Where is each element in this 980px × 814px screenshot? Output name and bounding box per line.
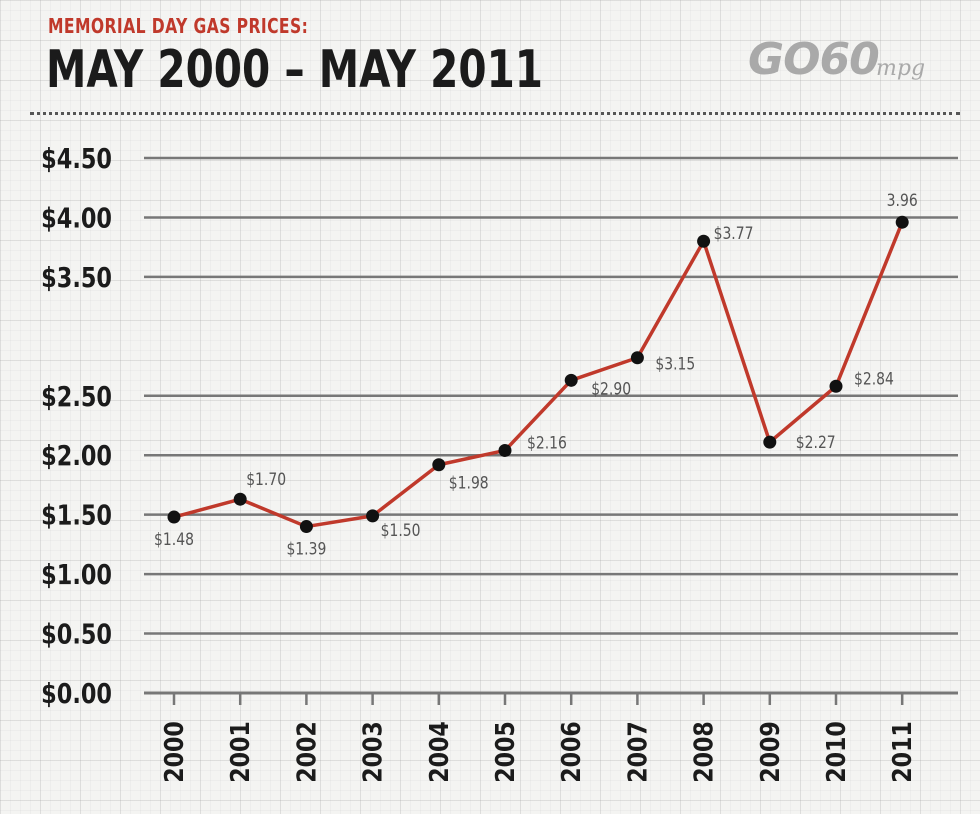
y-tick-label: $1.00 (41, 558, 112, 591)
x-tick-label: 2004 (424, 721, 454, 782)
data-label: $1.70 (246, 470, 286, 490)
data-point (167, 510, 181, 524)
data-point (697, 234, 711, 248)
data-point (233, 492, 247, 506)
dotted-divider (30, 112, 960, 115)
logo-unit-text: mpg (876, 56, 926, 81)
brand-logo: GO60 mpg (748, 34, 958, 104)
x-tick-label: 2006 (556, 721, 586, 782)
data-label: $2.90 (591, 379, 631, 399)
data-label: $1.98 (449, 473, 489, 493)
chart-subtitle: MEMORIAL DAY GAS PRICES: (48, 14, 309, 38)
data-point (299, 520, 313, 534)
x-tick-label: 2009 (755, 721, 785, 782)
data-point (895, 215, 909, 229)
data-point (630, 351, 644, 365)
x-tick-label: 2002 (292, 721, 322, 782)
data-label: $3.15 (655, 354, 695, 374)
data-label: 3.96 (887, 191, 918, 211)
x-tick-label: 2001 (225, 721, 255, 782)
y-tick-label: $4.00 (41, 201, 112, 234)
data-label: $2.84 (854, 369, 894, 389)
y-tick-label: $2.00 (41, 439, 112, 472)
y-tick-label: $2.50 (41, 379, 112, 412)
data-label: $1.50 (381, 521, 421, 541)
chart-title: MAY 2000 – MAY 2011 (46, 40, 544, 100)
x-tick-label: 2010 (821, 721, 851, 782)
data-label: $3.77 (714, 224, 754, 244)
data-point (829, 379, 843, 393)
data-point (763, 435, 777, 449)
x-tick-label: 2000 (159, 721, 189, 782)
data-label: $1.48 (154, 530, 194, 550)
y-tick-label: $0.50 (41, 617, 112, 650)
data-point (432, 458, 446, 472)
data-label: $2.27 (796, 433, 836, 453)
x-tick-label: 2007 (623, 721, 653, 782)
logo-brand-text: GO60 (748, 34, 880, 85)
x-tick-label: 2005 (490, 721, 520, 782)
data-label: $2.16 (527, 433, 567, 453)
x-tick-label: 2011 (887, 721, 917, 782)
series-line (173, 221, 904, 529)
y-tick-label: $3.50 (41, 260, 112, 293)
data-point (366, 509, 380, 523)
y-tick-label: $1.50 (41, 498, 112, 531)
data-point (564, 373, 578, 387)
y-tick-label: $0.00 (41, 676, 112, 709)
data-label: $1.39 (286, 539, 326, 559)
x-tick-label: 2003 (358, 721, 388, 782)
y-tick-label: $4.50 (41, 141, 112, 174)
x-tick-label: 2008 (689, 721, 719, 782)
data-point (498, 443, 512, 457)
